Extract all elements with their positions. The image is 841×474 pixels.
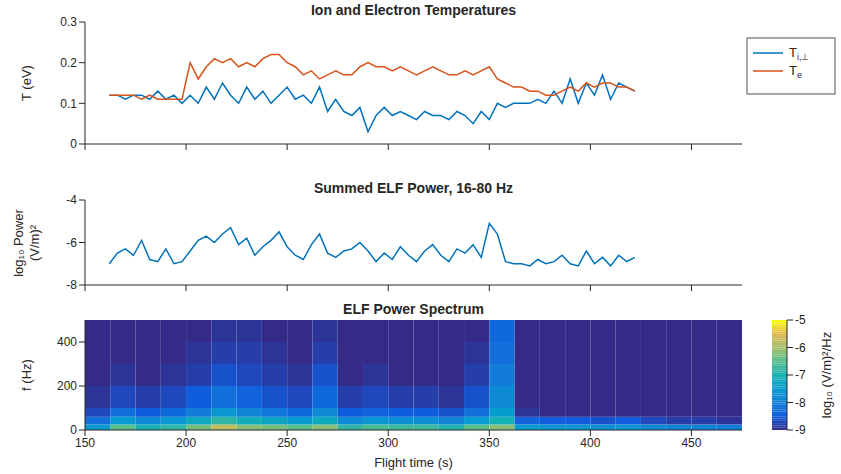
svg-text:f (Hz): f (Hz) — [19, 359, 34, 391]
svg-text:-8: -8 — [795, 396, 806, 410]
svg-text:450: 450 — [681, 436, 701, 450]
svg-text:300: 300 — [378, 436, 398, 450]
svg-text:log₁₀ (V/m)²/Hz: log₁₀ (V/m)²/Hz — [819, 332, 834, 418]
svg-text:-6: -6 — [66, 236, 77, 250]
svg-text:Ion and Electron Temperatures: Ion and Electron Temperatures — [311, 2, 516, 18]
svg-text:400: 400 — [57, 335, 77, 349]
svg-text:ELF Power Spectrum: ELF Power Spectrum — [343, 301, 484, 317]
svg-text:-6: -6 — [795, 341, 806, 355]
svg-text:400: 400 — [580, 436, 600, 450]
svg-text:Te: Te — [789, 63, 802, 80]
svg-text:0.3: 0.3 — [60, 15, 77, 29]
svg-text:200: 200 — [57, 379, 77, 393]
svg-text:150: 150 — [75, 436, 95, 450]
svg-text:Flight time (s): Flight time (s) — [374, 455, 453, 470]
svg-text:T (eV): T (eV) — [19, 65, 34, 101]
svg-text:-4: -4 — [66, 193, 77, 207]
svg-text:250: 250 — [277, 436, 297, 450]
svg-text:0: 0 — [70, 423, 77, 437]
svg-text:Ti,⊥: Ti,⊥ — [789, 45, 809, 62]
svg-text:Summed ELF Power, 16-80 Hz: Summed ELF Power, 16-80 Hz — [314, 180, 513, 196]
svg-text:200: 200 — [176, 436, 196, 450]
svg-text:-9: -9 — [795, 423, 806, 437]
svg-text:(V/m)²: (V/m)² — [27, 224, 42, 261]
svg-text:0: 0 — [70, 137, 77, 151]
svg-text:-5: -5 — [795, 313, 806, 327]
svg-text:-8: -8 — [66, 278, 77, 292]
svg-text:-7: -7 — [795, 368, 806, 382]
svg-text:log₁₀ Power: log₁₀ Power — [11, 209, 26, 277]
svg-text:0.2: 0.2 — [60, 56, 77, 70]
svg-text:350: 350 — [479, 436, 499, 450]
svg-text:0.1: 0.1 — [60, 97, 77, 111]
